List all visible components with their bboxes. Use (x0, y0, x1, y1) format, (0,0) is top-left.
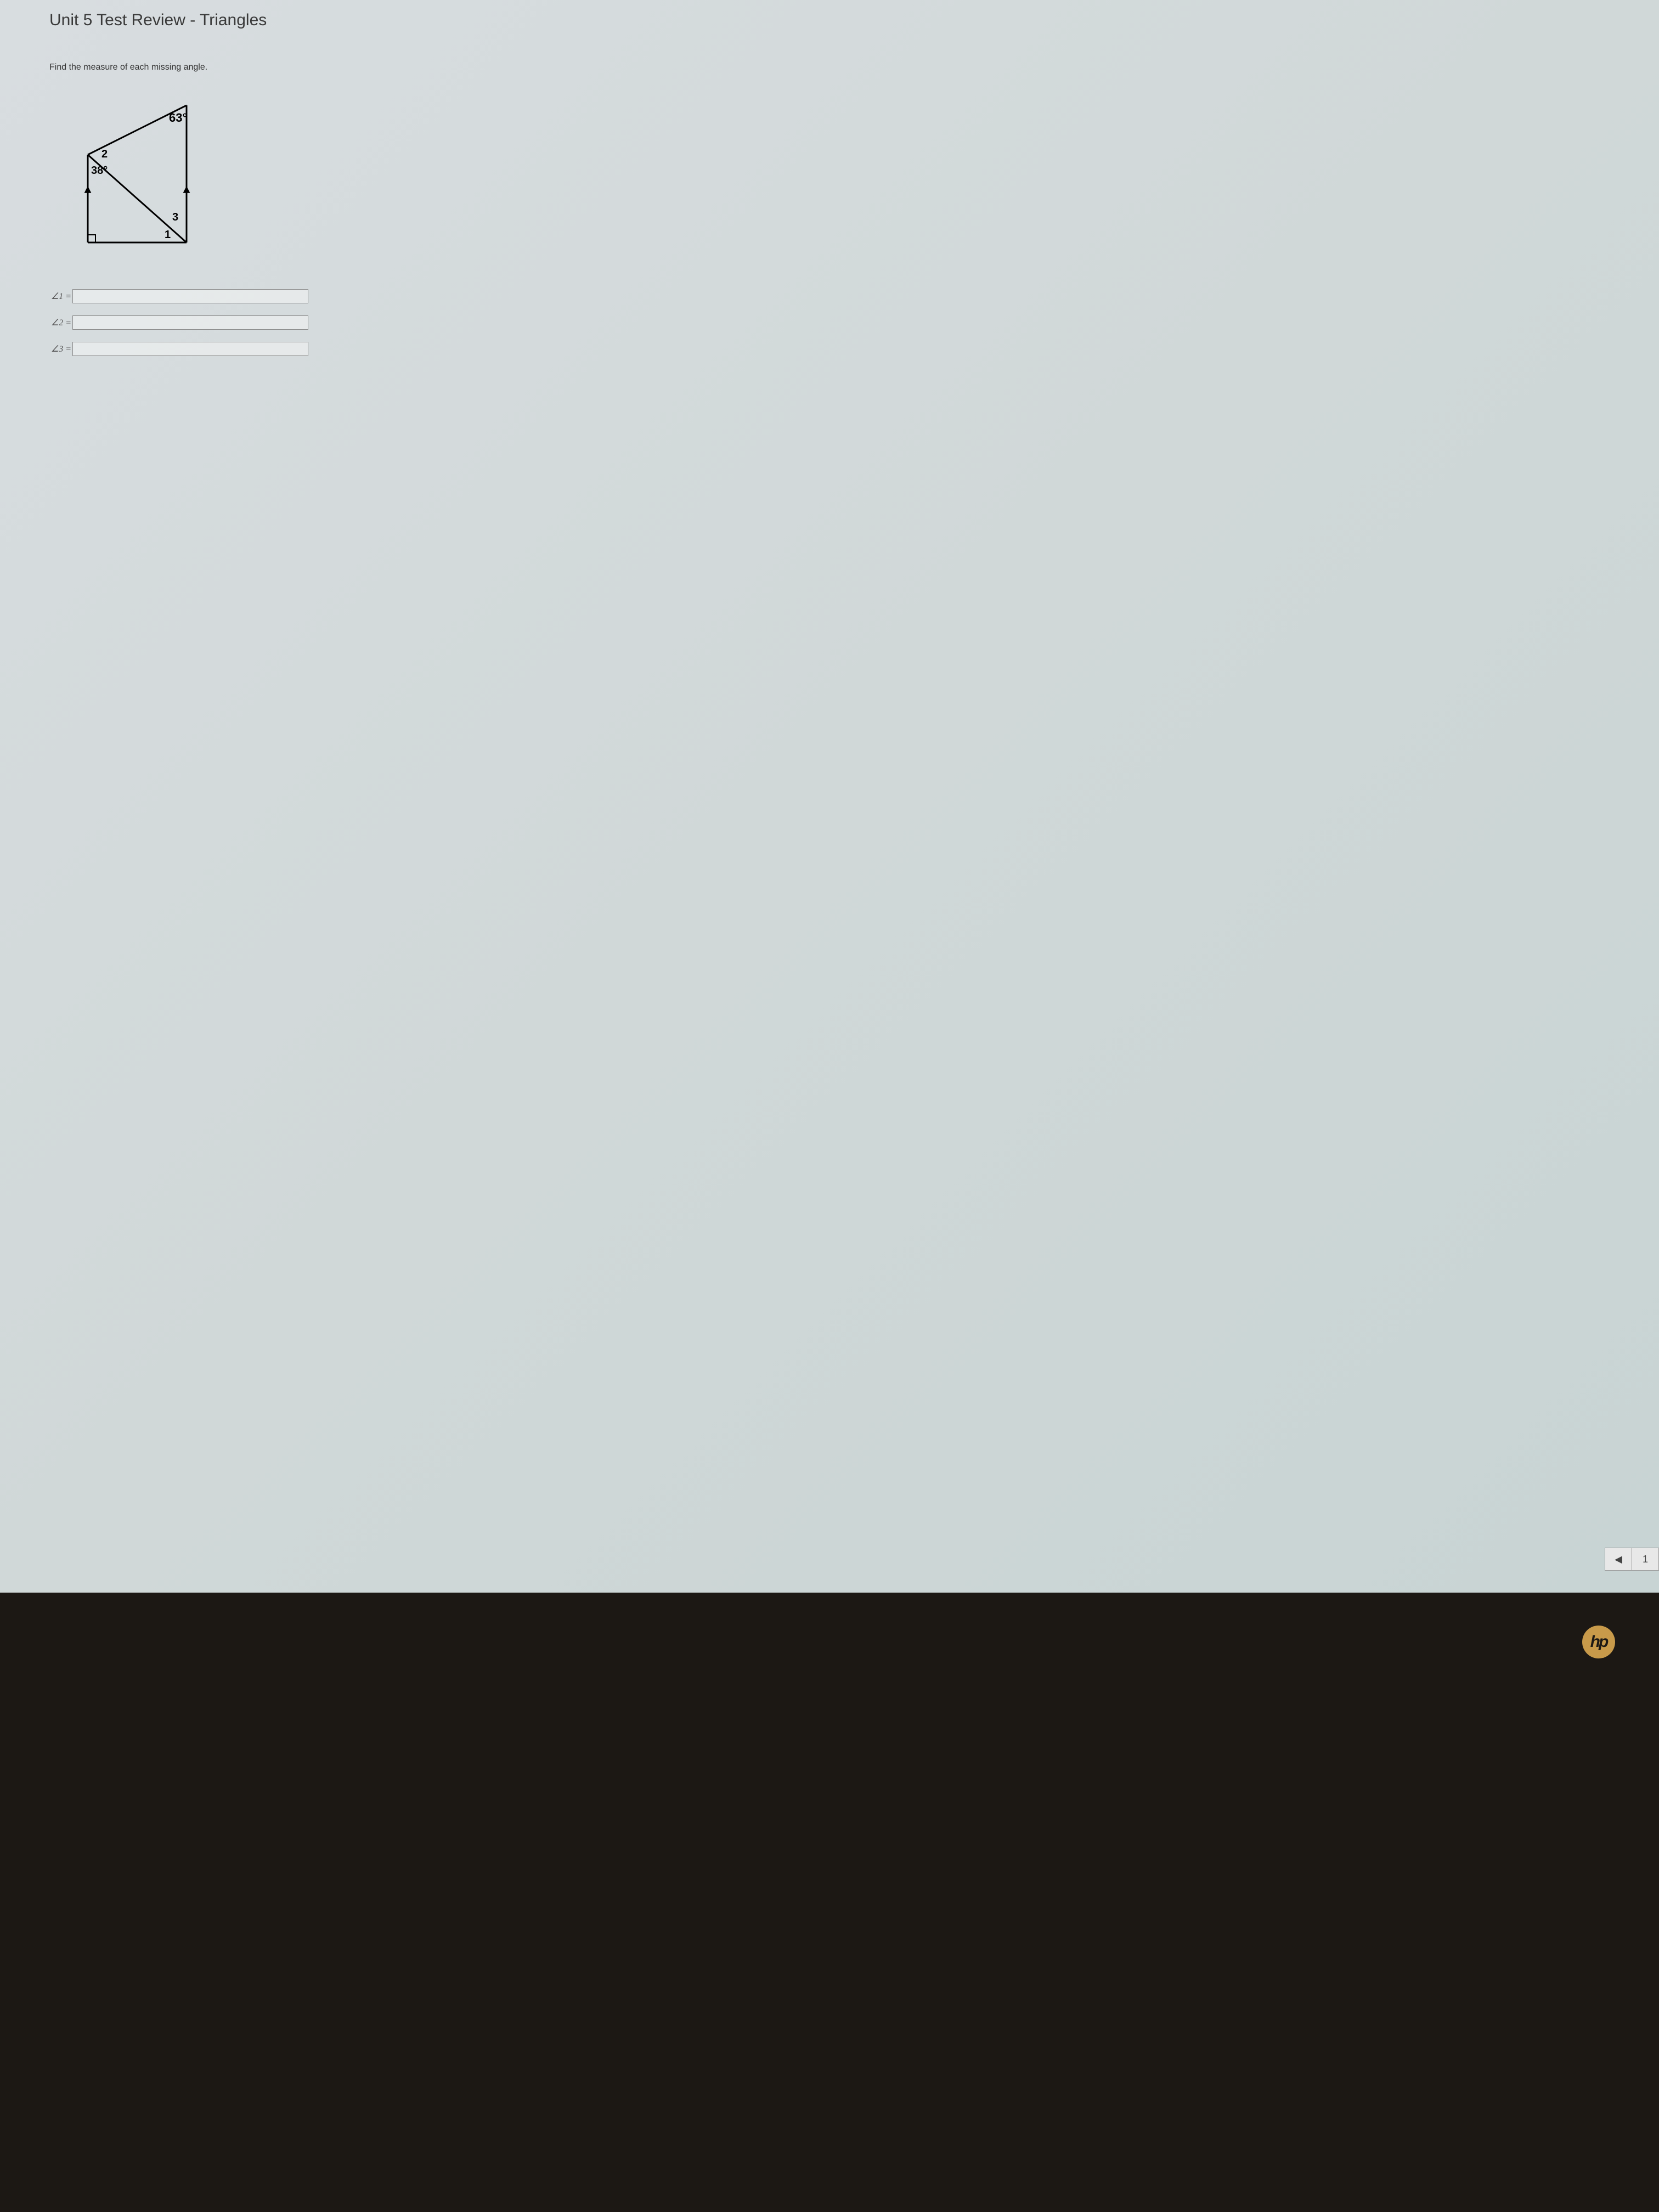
instruction-text: Find the measure of each missing angle. (49, 63, 1610, 72)
diagram-svg: 63° 2 38° 31 (71, 94, 203, 259)
answer-row-1: ∠1 = (49, 289, 1610, 303)
svg-text:2: 2 (101, 148, 108, 160)
answer-label-2: ∠2 = (49, 317, 71, 328)
svg-text:38°: 38° (91, 165, 108, 177)
pagination-nav: ◀ 1 (1605, 1548, 1659, 1571)
svg-text:3: 3 (172, 211, 178, 223)
answer-rows: ∠1 = ∠2 = ∠3 = (49, 289, 1610, 356)
answer-row-3: ∠3 = (49, 342, 1610, 356)
answer-label-1: ∠1 = (49, 291, 71, 302)
svg-text:63°: 63° (169, 111, 187, 125)
page-number-label: 1 (1643, 1554, 1648, 1565)
svg-text:1: 1 (165, 229, 171, 241)
answer-input-2[interactable] (72, 315, 308, 330)
page-number-button[interactable]: 1 (1632, 1548, 1659, 1571)
triangle-diagram: 63° 2 38° 31 (71, 94, 1610, 262)
answer-input-1[interactable] (72, 289, 308, 303)
laptop-bezel: hp (0, 1593, 1659, 2212)
screen-area: Unit 5 Test Review - Triangles Find the … (0, 0, 1659, 1593)
answer-input-3[interactable] (72, 342, 308, 356)
page-content: Unit 5 Test Review - Triangles Find the … (0, 0, 1659, 423)
answer-label-3: ∠3 = (49, 343, 71, 354)
page-title: Unit 5 Test Review - Triangles (49, 11, 1610, 30)
hp-logo-icon: hp (1582, 1626, 1615, 1658)
answer-row-2: ∠2 = (49, 315, 1610, 330)
prev-page-button[interactable]: ◀ (1605, 1548, 1632, 1571)
chevron-left-icon: ◀ (1615, 1554, 1622, 1565)
